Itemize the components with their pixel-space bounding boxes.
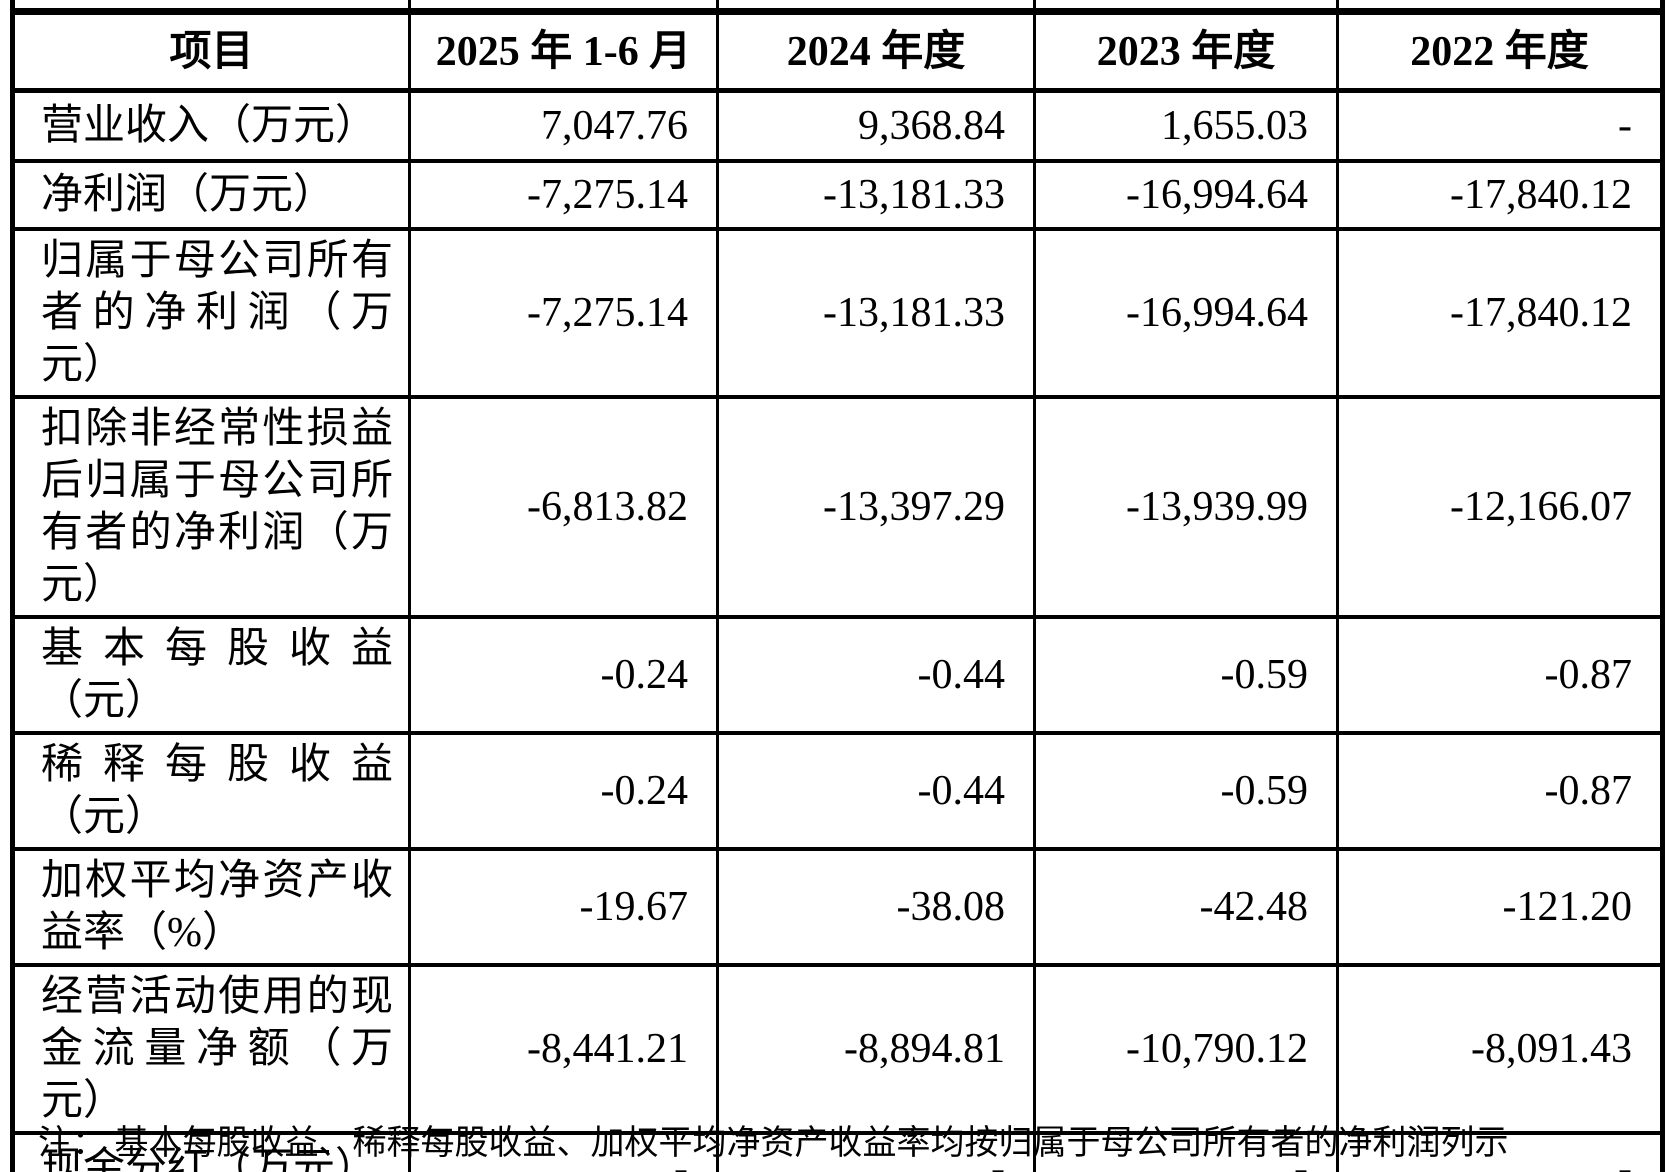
table-row: 加权平均净资产收益率（%） -19.67 -38.08 -42.48 -121.20: [11, 846, 1664, 967]
column-header: 2022 年度: [1336, 10, 1664, 93]
value-cell: -6,813.82: [408, 394, 719, 619]
value-cell: -0.24: [408, 730, 719, 851]
value-cell: -121.20: [1336, 846, 1664, 967]
row-label-cell: 净利润（万元）: [11, 158, 411, 231]
value-cell: -17,840.12: [1336, 226, 1664, 399]
column-header: 2024 年度: [716, 10, 1036, 93]
value-cell: -13,397.29: [716, 394, 1036, 619]
previous-row-sliver: [11, 0, 1664, 15]
financial-summary-table: 项目 2025 年 1-6 月 2024 年度 2023 年度 2022 年度 营业收入…: [10, 0, 1665, 1172]
row-label-cell: 经营活动使用的现金流量净额（万元）: [11, 962, 411, 1135]
table-row: 净利润（万元） -7,275.14 -13,181.33 -16,994.64 -17,…: [11, 158, 1664, 231]
column-header: 2023 年度: [1033, 10, 1339, 93]
table-row: 归属于母公司所有者的净利润（万元） -7,275.14 -13,181.33 -16,…: [11, 226, 1664, 399]
value-cell: -: [1336, 1130, 1664, 1172]
value-cell: -: [1033, 1130, 1339, 1172]
value-cell: -8,441.21: [408, 962, 719, 1135]
value-cell: -0.44: [716, 730, 1036, 851]
empty-cell: [1033, 0, 1339, 15]
value-cell: -16,994.64: [1033, 158, 1339, 231]
value-cell: 7,047.76: [408, 88, 719, 163]
table-row: 现金分红（万元） - - - -: [11, 1130, 1664, 1172]
value-cell: -12,166.07: [1336, 394, 1664, 619]
value-cell: -0.59: [1033, 730, 1339, 851]
value-cell: -13,181.33: [716, 226, 1036, 399]
row-label-cell: 归属于母公司所有者的净利润（万元）: [11, 226, 411, 399]
value-cell: -16,994.64: [1033, 226, 1339, 399]
value-cell: 1,655.03: [1033, 88, 1339, 163]
table-row: 基本每股收益（元） -0.24 -0.44 -0.59 -0.87: [11, 614, 1664, 735]
value-cell: -8,894.81: [716, 962, 1036, 1135]
value-cell: -10,790.12: [1033, 962, 1339, 1135]
row-label-cell: 基本每股收益（元）: [11, 614, 411, 735]
row-label-cell: 加权平均净资产收益率（%）: [11, 846, 411, 967]
value-cell: -0.87: [1336, 614, 1664, 735]
empty-cell: [716, 0, 1036, 15]
value-cell: -42.48: [1033, 846, 1339, 967]
value-cell: -: [408, 1130, 719, 1172]
value-cell: -: [716, 1130, 1036, 1172]
value-cell: -19.67: [408, 846, 719, 967]
value-cell: -7,275.14: [408, 226, 719, 399]
row-label-cell: 营业收入（万元）: [11, 88, 411, 163]
table-note: 注： 基本每股收益、稀释每股收益、加权平均净资产收益率均按归属于母公司所有者的净…: [38, 1125, 1509, 1162]
value-cell: -0.87: [1336, 730, 1664, 851]
header-row: 项目 2025 年 1-6 月 2024 年度 2023 年度 2022 年度: [11, 10, 1664, 93]
row-label-cell: 现金分红（万元）: [11, 1130, 411, 1172]
empty-cell: [1336, 0, 1664, 15]
table-row: 经营活动使用的现金流量净额（万元） -8,441.21 -8,894.81 -10,7…: [11, 962, 1664, 1135]
value-cell: -38.08: [716, 846, 1036, 967]
value-cell: -0.24: [408, 614, 719, 735]
value-cell: -13,939.99: [1033, 394, 1339, 619]
row-label-cell: 稀释每股收益（元）: [11, 730, 411, 851]
table-row: 稀释每股收益（元） -0.24 -0.44 -0.59 -0.87: [11, 730, 1664, 851]
table-body: 营业收入（万元） 7,047.76 9,368.84 1,655.03- 净利润（万元）…: [11, 88, 1664, 1172]
row-label-cell: 扣除非经常性损益后归属于母公司所有者的净利润（万元）: [11, 394, 411, 619]
table-row: 营业收入（万元） 7,047.76 9,368.84 1,655.03-: [11, 88, 1664, 163]
value-cell: -8,091.43: [1336, 962, 1664, 1135]
value-cell: -13,181.33: [716, 158, 1036, 231]
value-cell: -0.44: [716, 614, 1036, 735]
column-header: 2025 年 1-6 月: [408, 10, 719, 93]
value-cell: -7,275.14: [408, 158, 719, 231]
table-head: 项目 2025 年 1-6 月 2024 年度 2023 年度 2022 年度: [11, 0, 1664, 93]
column-header: 项目: [11, 10, 411, 93]
table-row: 扣除非经常性损益后归属于母公司所有者的净利润（万元） -6,813.82 -13,3…: [11, 394, 1664, 619]
value-cell: -: [1336, 88, 1664, 163]
value-cell: -17,840.12: [1336, 158, 1664, 231]
value-cell: 9,368.84: [716, 88, 1036, 163]
empty-cell: [11, 0, 411, 15]
empty-cell: [408, 0, 719, 15]
value-cell: -0.59: [1033, 614, 1339, 735]
